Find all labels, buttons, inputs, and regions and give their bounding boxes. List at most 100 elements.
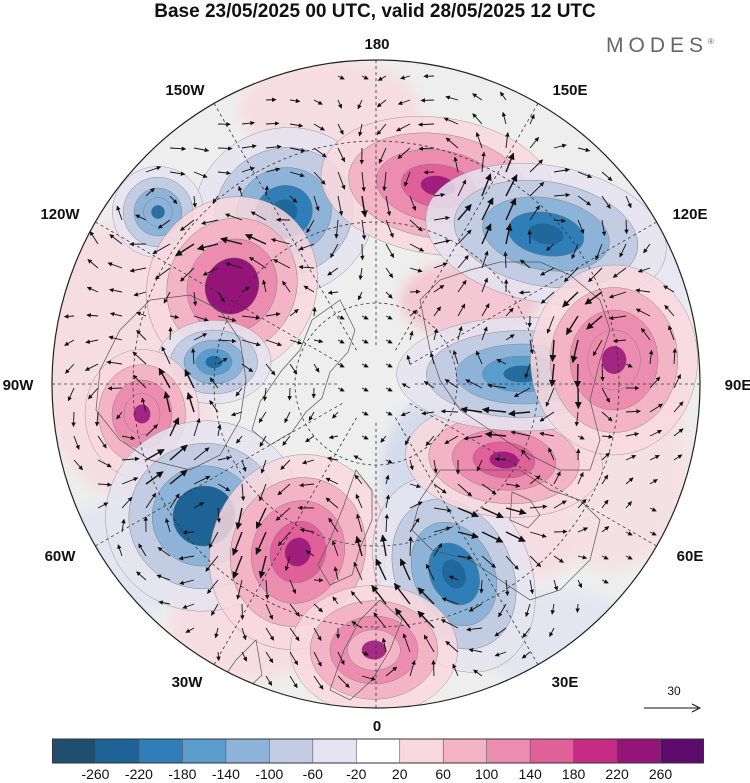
wind-vector [289, 98, 301, 104]
wind-vector [107, 262, 123, 269]
reference-vector: 30 [640, 684, 708, 723]
wind-vector [245, 233, 267, 245]
wind-vector [232, 531, 243, 556]
wind-vector [481, 326, 488, 341]
wind-vector [385, 363, 393, 368]
wind-vector [161, 346, 171, 365]
wind-vector [332, 411, 339, 419]
wind-vector [357, 99, 363, 110]
wind-vector [503, 251, 508, 269]
wind-vector [409, 267, 423, 273]
wind-vector [460, 406, 483, 414]
wind-vector [371, 585, 387, 605]
wind-vector [498, 603, 507, 618]
map-border [51, 59, 701, 709]
wind-vector [457, 555, 473, 560]
wind-vector [433, 239, 451, 245]
wind-vector [577, 195, 592, 206]
wind-vector [380, 435, 387, 443]
wind-vector [625, 409, 641, 414]
wind-vector [361, 339, 369, 344]
background-anomaly [52, 230, 130, 370]
wind-vector [402, 633, 411, 653]
wind-vector [406, 354, 411, 365]
wind-vector [202, 267, 219, 276]
wind-vector [553, 218, 566, 224]
wind-vector [496, 358, 507, 365]
wind-vector [361, 651, 369, 656]
wind-vector [332, 596, 339, 605]
wind-vector [529, 475, 541, 485]
wind-vector [409, 660, 416, 677]
wind-vector [400, 75, 411, 80]
wind-vector [356, 513, 363, 533]
wind-vector [664, 304, 675, 317]
colorbar-label: 140 [518, 766, 542, 782]
wind-vector [232, 555, 243, 579]
wind-vector [481, 197, 494, 221]
wind-vector [624, 219, 629, 235]
wind-vector [86, 313, 99, 318]
wind-vector [601, 474, 609, 485]
wind-vector [586, 315, 603, 330]
wind-vector [328, 517, 339, 533]
brand-logo: MODES® [606, 34, 714, 58]
wind-vector [163, 391, 171, 413]
wind-vector [373, 612, 387, 629]
wind-vector [216, 507, 222, 523]
wind-vector [549, 627, 555, 637]
wind-vector [553, 192, 571, 198]
wind-vector [207, 579, 219, 594]
wind-vector [152, 243, 171, 255]
wind-vector [510, 430, 531, 437]
colorbar-segment [573, 739, 618, 763]
wind-vector [313, 171, 326, 185]
wind-vector [357, 291, 363, 301]
anomaly-high-100e [530, 264, 698, 456]
wind-vector [65, 363, 75, 374]
wind-vector [169, 493, 180, 509]
wind-vector [553, 500, 567, 509]
wind-vector [457, 531, 479, 539]
colorbar-label: 220 [605, 766, 629, 782]
wind-vector [385, 411, 393, 416]
wind-vector [136, 329, 147, 341]
wind-vector [546, 243, 555, 251]
wind-vector [539, 431, 555, 437]
wind-vector [529, 159, 544, 173]
wind-vector [612, 267, 627, 278]
wind-vector [196, 243, 219, 251]
wind-vector [475, 350, 483, 365]
wind-vector [423, 381, 435, 389]
wind-vector [87, 259, 99, 269]
wind-vector [385, 474, 390, 485]
wind-vector [501, 111, 507, 125]
coastline [411, 469, 601, 601]
wind-vector [601, 387, 611, 403]
wind-vector [619, 243, 627, 258]
wind-vector [169, 314, 180, 320]
wind-vector [505, 132, 510, 149]
wind-vector [577, 471, 584, 485]
wind-vector [375, 558, 387, 581]
wind-vector [505, 152, 515, 173]
wind-vector [549, 339, 557, 362]
wind-vector [265, 144, 282, 150]
wind-vector [325, 477, 339, 485]
wind-vector [132, 374, 147, 389]
wind-vector [625, 555, 633, 560]
wind-vector [289, 171, 305, 178]
colorbar-segment [486, 739, 531, 763]
wind-vector [433, 328, 438, 341]
colorbar-segment [617, 739, 662, 763]
wind-vector [608, 315, 627, 321]
reference-vector-value: 30 [667, 684, 681, 698]
wind-vector [298, 243, 315, 251]
wind-vector [289, 627, 300, 642]
wind-vector [135, 214, 147, 221]
wind-vector [625, 501, 632, 509]
wind-vector [289, 651, 299, 666]
wind-vector [476, 459, 483, 472]
wind-vector [553, 143, 567, 149]
wind-vector [378, 147, 387, 164]
